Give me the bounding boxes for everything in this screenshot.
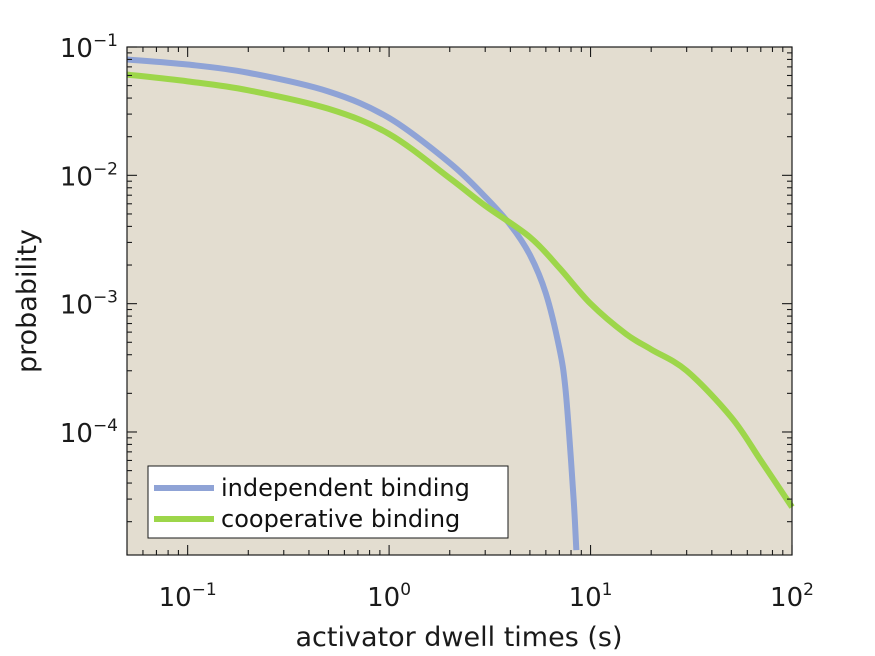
y-tick-label-0: 10−1 — [60, 31, 118, 64]
x-axis-title: activator dwell times (s) — [296, 622, 623, 653]
y-tick-label-1: 10−2 — [60, 159, 118, 192]
y-tick-label-2: 10−3 — [60, 288, 118, 321]
y-axis-title: probability — [12, 229, 43, 373]
plot-frame — [126, 46, 793, 556]
legend-box — [147, 465, 509, 539]
legend: independent binding cooperative binding — [147, 465, 509, 539]
y-tick-label-3: 10−4 — [60, 416, 118, 449]
series-line-2 — [126, 71, 795, 509]
x-tick-label-0: 10−1 — [159, 580, 217, 613]
x-tick-label-2: 101 — [569, 580, 613, 613]
tick-labels: 10−1 100 101 102 10−1 10−2 10−3 10−4 — [60, 31, 814, 613]
x-tick-label-3: 102 — [770, 580, 814, 613]
series-lines — [126, 56, 795, 551]
legend-label-2: cooperative binding — [221, 505, 460, 533]
legend-label-1: independent binding — [221, 474, 470, 502]
x-tick-label-1: 100 — [367, 580, 411, 613]
